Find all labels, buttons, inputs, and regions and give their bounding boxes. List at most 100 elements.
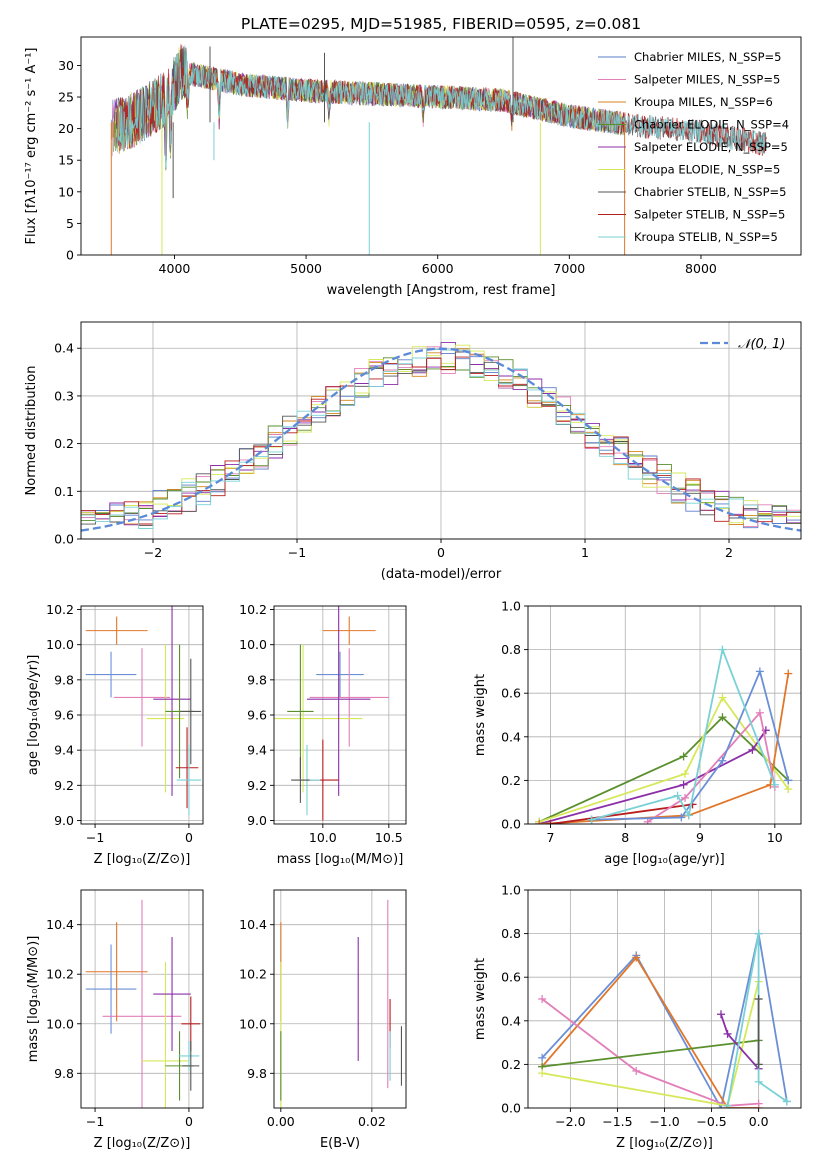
weight-marker <box>718 693 727 702</box>
spectrum-plot-area <box>110 37 768 255</box>
massweight-vs-age-ylabel: mass weight <box>473 674 488 756</box>
massweight-vs-Z-xtick-label: 0.0 <box>749 1114 769 1129</box>
residuals-xtick-label: 0 <box>437 545 445 560</box>
residuals-frame <box>80 321 802 540</box>
weight-marker <box>723 1101 732 1108</box>
weight-line <box>726 933 788 1106</box>
weight-marker <box>754 1060 763 1069</box>
age-vs-mass-plot-area <box>274 606 389 821</box>
massweight-vs-Z-xtick-label: −1.5 <box>602 1114 632 1129</box>
error-bar <box>85 944 137 1034</box>
massweight-vs-age-ytick-label: 0.0 <box>501 817 521 832</box>
weight-line <box>541 956 759 1108</box>
error-bar <box>322 616 376 645</box>
error-bar <box>176 744 202 816</box>
weight-marker <box>748 745 757 754</box>
massweight-vs-age-xtick-label: 10 <box>767 830 783 845</box>
age-vs-mass-axes: 10.0 10.5 9.0 9.2 9.4 9.6 9.8 10.0 10.2 mass [log… <box>239 602 407 867</box>
age-vs-Z-ylabel: age [log₁₀(age/yr)] <box>26 655 41 776</box>
massweight-vs-Z-ytick-label: 0.8 <box>501 926 521 941</box>
massweight-vs-age-ytick-label: 0.8 <box>501 642 521 657</box>
weight-marker <box>784 669 793 678</box>
age-vs-Z-panel: −1 0 9.0 9.2 9.4 9.6 9.8 10.0 10.2 Z [log₁₀(Z/Z⊙)… <box>26 602 204 867</box>
age-vs-mass-frame <box>273 605 407 825</box>
spectrum-ylabel: Flux [fλ10⁻¹⁷ erg cm⁻² s⁻¹ A⁻¹] <box>24 48 39 245</box>
spectrum-ytick-label: 25 <box>58 90 74 105</box>
age-vs-mass-ytick-label: 9.0 <box>247 813 267 828</box>
weight-marker <box>679 752 688 761</box>
massweight-vs-Z-ytick-label: 0.4 <box>501 1013 521 1028</box>
mass-vs-Z-frame <box>80 889 204 1109</box>
age-vs-mass-ytick-label: 9.2 <box>247 778 267 793</box>
weight-marker <box>546 820 555 824</box>
weight-marker <box>632 953 641 962</box>
mass-vs-EBV-plot-area <box>280 899 402 1108</box>
error-bar <box>153 606 191 796</box>
mass-vs-Z-ytick-label: 10.2 <box>46 967 74 982</box>
spectrum-line <box>117 45 768 168</box>
residuals-ytick-label: 0.0 <box>54 532 74 547</box>
mass-vs-EBV-axes: 0.00 0.02 9.8 10.0 10.2 10.4 E(B-V) <box>239 889 407 1151</box>
weight-marker <box>679 780 688 789</box>
legend-entry: Salpeter ELODIE, N_SSP=5 <box>634 140 788 154</box>
spectrum-xtick-label: 6000 <box>422 261 454 276</box>
legend-entry: Salpeter MILES, N_SSP=5 <box>634 73 780 87</box>
spectrum-xlabel: wavelength [Angstrom, rest frame] <box>327 283 556 298</box>
error-bar <box>180 658 202 765</box>
weight-marker <box>723 1029 732 1038</box>
weight-marker <box>754 1077 763 1086</box>
spectrum-panel: 4000 5000 6000 7000 8000 0 5 10 15 20 25 30 waveleng… <box>24 36 802 298</box>
spectrum-xtick-label: 4000 <box>159 261 191 276</box>
residuals-xtick-label: 1 <box>581 545 589 560</box>
legend-entry: Chabrier ELODIE, N_SSP=4 <box>634 118 789 132</box>
massweight-vs-Z-ytick-label: 1.0 <box>501 883 521 898</box>
residuals-panel: −2 −1 0 1 2 0.0 0.1 0.2 0.3 0.4 (data-model)/error… <box>24 321 802 582</box>
weight-line <box>539 673 790 824</box>
massweight-vs-Z-xtick-label: −0.5 <box>696 1114 726 1129</box>
weight-marker <box>681 769 690 778</box>
massweight-vs-age-frame <box>527 605 802 825</box>
spectrum-ytick-label: 30 <box>58 58 74 73</box>
weight-marker <box>538 1069 547 1078</box>
spectrum-ytick-label: 0 <box>66 248 74 263</box>
error-bar <box>274 644 363 793</box>
weight-line <box>647 710 776 823</box>
massweight-vs-age-ytick-label: 1.0 <box>501 599 521 614</box>
age-vs-mass-ytick-label: 10.0 <box>239 637 267 652</box>
mass-vs-EBV-ytick-label: 10.4 <box>239 917 267 932</box>
residuals-xlabel: (data-model)/error <box>381 567 502 582</box>
age-vs-mass-xlabel: mass [log₁₀(M/M⊙)] <box>277 852 404 867</box>
weight-line <box>538 715 789 823</box>
weight-marker <box>754 929 763 938</box>
age-vs-mass-ytick-label: 9.6 <box>247 708 267 723</box>
residuals-ytick-label: 0.2 <box>54 436 74 451</box>
mass-vs-Z-ytick-label: 10.4 <box>46 917 74 932</box>
weight-marker <box>718 645 727 654</box>
massweight-vs-age-ytick-label: 0.4 <box>501 729 521 744</box>
massweight-vs-Z-frame <box>527 889 802 1109</box>
residuals-ylabel: Normed distribution <box>24 366 39 496</box>
residuals-ytick-label: 0.3 <box>54 388 74 403</box>
massweight-vs-Z-ytick-label: 0.2 <box>501 1057 521 1072</box>
error-bar <box>146 644 185 793</box>
massweight-vs-age-xtick-label: 7 <box>546 830 554 845</box>
massweight-vs-Z-xtick-label: −2.0 <box>555 1114 585 1129</box>
weight-marker <box>681 793 690 802</box>
spectrum-ytick-label: 20 <box>58 121 74 136</box>
residuals-plot-area <box>81 341 801 539</box>
age-vs-Z-ytick-label: 9.2 <box>54 778 74 793</box>
massweight-vs-Z-ylabel: mass weight <box>473 958 488 1040</box>
weight-marker <box>587 815 596 824</box>
age-vs-Z-xlabel: Z [log₁₀(Z/Z⊙)] <box>94 852 191 867</box>
residuals-xtick-label: −1 <box>288 545 306 560</box>
age-vs-Z-xtick-label: 0 <box>185 830 193 845</box>
error-bar <box>309 648 389 747</box>
age-vs-Z-ytick-label: 9.6 <box>54 708 74 723</box>
error-bar <box>102 899 182 1108</box>
mass-vs-Z-xlabel: Z [log₁₀(Z/Z⊙)] <box>94 1136 191 1151</box>
residuals-xtick-label: 2 <box>725 545 733 560</box>
massweight-vs-Z-ytick-label: 0.6 <box>501 970 521 985</box>
weight-marker <box>755 708 764 717</box>
mass-vs-EBV-xtick-label: 0.00 <box>267 1114 295 1129</box>
